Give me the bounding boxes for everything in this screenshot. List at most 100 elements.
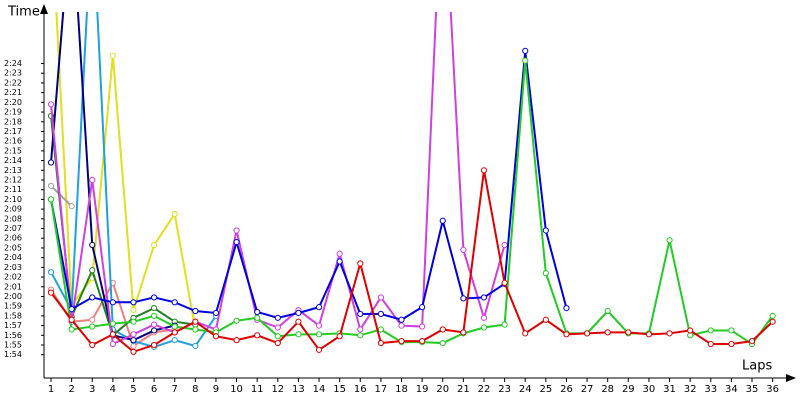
- lap-point: [233, 227, 240, 234]
- lap-point: [89, 316, 96, 323]
- y-tick-label: 2:24: [4, 59, 22, 68]
- y-tick-label: 1:54: [4, 350, 22, 359]
- lap-point: [419, 338, 426, 345]
- lap-point: [130, 348, 137, 355]
- lap-point: [522, 330, 529, 337]
- lap-point: [645, 331, 653, 338]
- lap-point: [336, 250, 343, 257]
- lap-point: [377, 326, 384, 333]
- y-axis-label: Time: [7, 5, 40, 20]
- lap-point: [748, 338, 756, 345]
- lap-point: [233, 317, 240, 324]
- y-tick-label: 2:07: [4, 224, 22, 233]
- lap-point: [357, 310, 364, 318]
- series-line: [50, 60, 774, 346]
- x-tick-label: 34: [725, 384, 738, 395]
- lap-point: [89, 176, 96, 184]
- x-tick-label: 12: [271, 384, 284, 395]
- y-tick-label: 2:02: [4, 273, 22, 282]
- series-line: [50, 185, 73, 207]
- y-tick-label: 2:21: [4, 88, 22, 97]
- y-tick-label: 2:08: [4, 214, 22, 223]
- lap-point: [274, 314, 281, 321]
- lap-point: [542, 227, 549, 234]
- lap-point: [480, 314, 488, 321]
- lap-point: [583, 330, 591, 337]
- lap-point: [357, 326, 364, 333]
- x-tick-label: 19: [416, 384, 429, 395]
- lap-point: [295, 331, 302, 338]
- lap-point: [274, 324, 281, 331]
- x-tick-label: 7: [172, 384, 178, 395]
- lap-point: [460, 295, 467, 302]
- x-tick-label: 1: [48, 384, 54, 395]
- lap-point: [687, 327, 694, 334]
- lap-point: [109, 320, 116, 327]
- lap-point: [233, 239, 240, 246]
- lap-point: [295, 318, 302, 325]
- lap-point: [315, 346, 323, 353]
- x-tick-label: 28: [601, 384, 614, 395]
- lap-point: [357, 332, 364, 339]
- lap-point: [563, 305, 570, 312]
- lap-point: [212, 333, 220, 340]
- series-line: [50, 170, 774, 353]
- x-tick-label: 18: [395, 384, 408, 395]
- lap-point: [47, 101, 55, 108]
- lap-point: [130, 306, 137, 314]
- y-tick-label: 2:05: [4, 243, 22, 252]
- lap-point: [47, 269, 55, 276]
- lap-point: [150, 327, 158, 334]
- lap-point: [460, 329, 467, 336]
- lap-point: [89, 323, 96, 330]
- y-tick-label: 2:03: [4, 263, 22, 272]
- lap-point: [171, 337, 178, 344]
- y-tick-label: 2:06: [4, 234, 22, 243]
- lap-point: [769, 312, 776, 319]
- lap-point: [150, 305, 158, 312]
- x-tick-label: 8: [192, 384, 198, 395]
- lap-point: [109, 299, 116, 306]
- lap-point: [89, 294, 96, 301]
- x-tick-label: 11: [251, 384, 264, 395]
- lap-point: [439, 339, 446, 347]
- lap-point: [150, 312, 158, 319]
- y-tick-label: 2:17: [4, 127, 22, 136]
- lap-point: [460, 246, 467, 253]
- lap-point: [130, 299, 137, 306]
- lap-point: [398, 322, 405, 329]
- y-tick-label: 2:14: [4, 156, 22, 165]
- lap-point: [501, 279, 508, 286]
- lap-point: [47, 196, 55, 203]
- lap-point: [109, 52, 116, 59]
- lap-point: [68, 316, 75, 323]
- lap-point: [47, 182, 55, 189]
- y-tick-label: 2:19: [4, 108, 22, 117]
- lap-point: [68, 326, 75, 333]
- x-tick-label: 29: [622, 384, 635, 395]
- y-tick-label: 2:11: [4, 185, 22, 194]
- x-tick-label: 24: [519, 384, 532, 395]
- y-tick-label: 2:04: [4, 253, 22, 262]
- lap-point: [501, 321, 508, 328]
- lap-point: [707, 340, 714, 348]
- y-tick-label: 2:09: [4, 205, 22, 214]
- x-tick-label: 21: [457, 384, 470, 395]
- x-tick-label: 25: [539, 384, 552, 395]
- lap-point: [604, 329, 611, 336]
- lap-point: [315, 304, 323, 311]
- y-tick-label: 2:12: [4, 176, 22, 185]
- y-tick-label: 2:22: [4, 78, 22, 87]
- x-tick-label: 4: [110, 384, 116, 395]
- y-tick-label: 1:57: [4, 321, 22, 330]
- lap-point: [398, 338, 405, 345]
- series-line: [50, 12, 506, 346]
- y-tick-label: 2:16: [4, 137, 22, 146]
- x-tick-label: 3: [89, 384, 95, 395]
- series-line: [50, 50, 568, 321]
- lap-point: [439, 217, 446, 224]
- x-tick-label: 27: [581, 384, 594, 395]
- lap-point: [377, 339, 384, 347]
- lap-point: [357, 260, 364, 267]
- x-tick-label: 26: [560, 384, 573, 395]
